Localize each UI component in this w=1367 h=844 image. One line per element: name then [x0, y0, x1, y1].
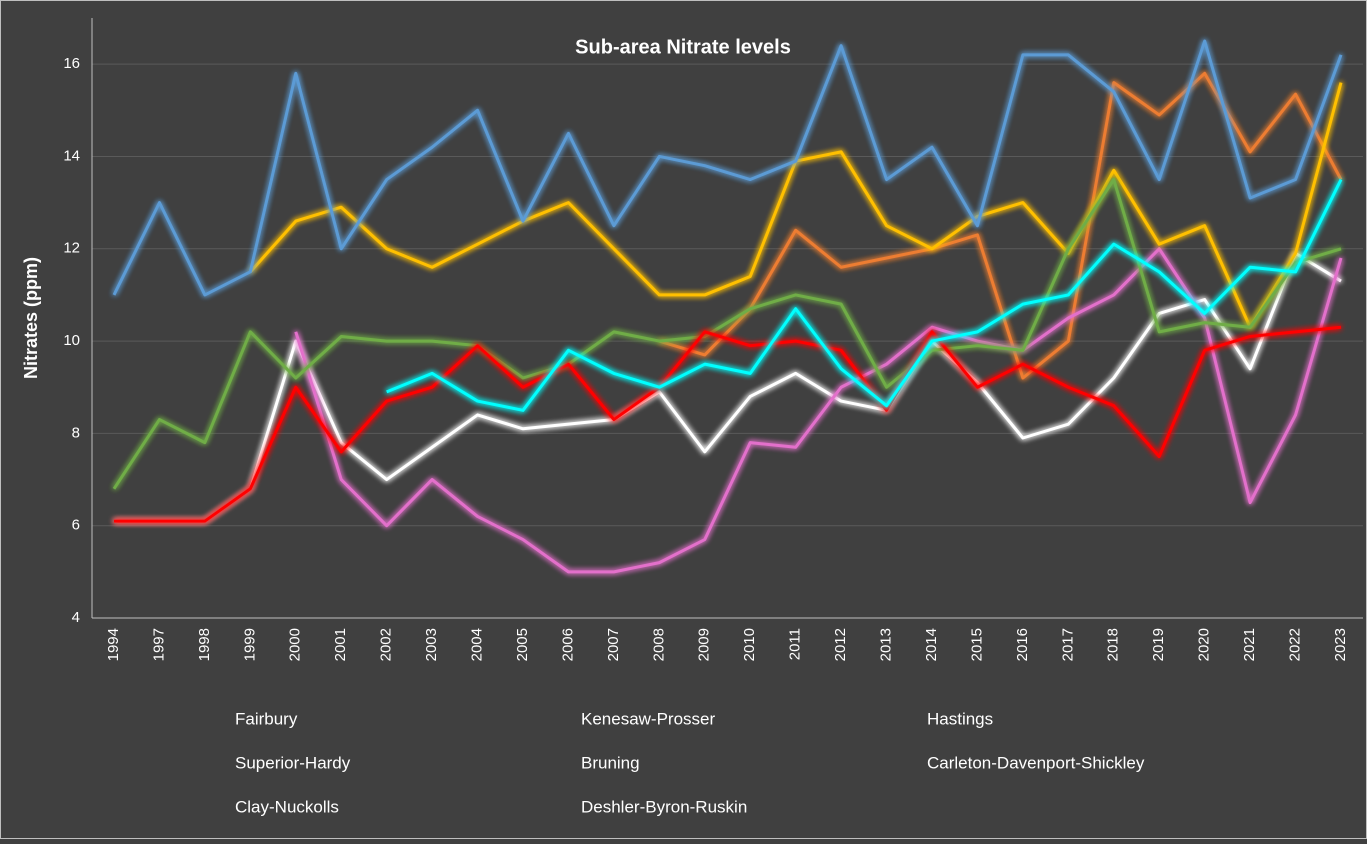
legend-label: Hastings: [927, 709, 993, 728]
series-line: [112, 39, 1343, 297]
x-tick-label: 2016: [1014, 628, 1031, 661]
y-axis-label: Nitrates (ppm): [21, 257, 41, 379]
series-line: [294, 247, 1343, 574]
x-tick-label: 2010: [741, 628, 758, 661]
labels: 4 6 8 10 12 14 16 1994 1997 1998 1999 2000 2001 2002 2…: [63, 55, 1349, 816]
legend-label: Kenesaw-Prosser: [581, 709, 716, 728]
series-line: [658, 71, 1343, 380]
legend-label: Carleton-Davenport-Shickley: [927, 753, 1145, 772]
x-tick-label: 2007: [605, 628, 622, 661]
grid: [91, 18, 1363, 619]
y-tick-label: 10: [63, 332, 80, 349]
x-tick-label: 1997: [150, 628, 167, 661]
x-tick-label: 2021: [1241, 628, 1258, 661]
x-tick-label: 2004: [469, 628, 486, 661]
x-tick-label: 2003: [423, 628, 440, 661]
x-tick-label: 2014: [923, 628, 940, 661]
legend-label: Deshler-Byron-Ruskin: [581, 797, 747, 816]
x-tick-label: 1999: [241, 628, 258, 661]
x-tick-label: 2006: [559, 628, 576, 661]
legend-label: Bruning: [581, 753, 640, 772]
legend-label: Superior-Hardy: [235, 753, 351, 772]
series-line: [386, 178, 1343, 412]
x-tick-label: 2011: [787, 628, 804, 660]
x-tick-label: 2015: [968, 628, 985, 661]
legend-label: Clay-Nuckolls: [235, 797, 339, 816]
y-tick-label: 14: [63, 147, 80, 164]
y-tick-label: 12: [63, 240, 80, 257]
y-tick-label: 4: [72, 609, 80, 626]
x-tick-label: 2022: [1287, 628, 1304, 661]
plot-lines: [112, 39, 1343, 574]
x-tick-label: 2019: [1150, 628, 1167, 661]
x-tick-label: 2018: [1105, 628, 1122, 661]
series-line: [112, 178, 1342, 490]
y-tick-label: 16: [63, 55, 80, 72]
x-tick-label: 2008: [650, 628, 667, 661]
series-line: [114, 251, 1342, 523]
x-tick-label: 2005: [514, 628, 531, 661]
legend-label: Fairbury: [235, 709, 298, 728]
x-tick-label: 1998: [196, 628, 213, 661]
x-tick-label: 2002: [378, 628, 395, 661]
x-tick-label: 2017: [1059, 628, 1076, 661]
x-tick-label: 2023: [1332, 628, 1349, 661]
x-tick-label: 1994: [105, 628, 122, 661]
series-line: [114, 325, 1342, 523]
y-tick-label: 6: [72, 517, 80, 534]
x-tick-label: 2012: [832, 628, 849, 661]
y-tick-label: 8: [72, 424, 80, 441]
x-tick-label: 2013: [878, 628, 895, 661]
x-tick-label: 2000: [287, 628, 304, 661]
x-tick-label: 2001: [332, 628, 349, 661]
chart-title: Sub-area Nitrate levels: [575, 36, 791, 58]
x-tick-label: 2009: [696, 628, 713, 661]
x-tick-label: 2020: [1196, 628, 1213, 661]
